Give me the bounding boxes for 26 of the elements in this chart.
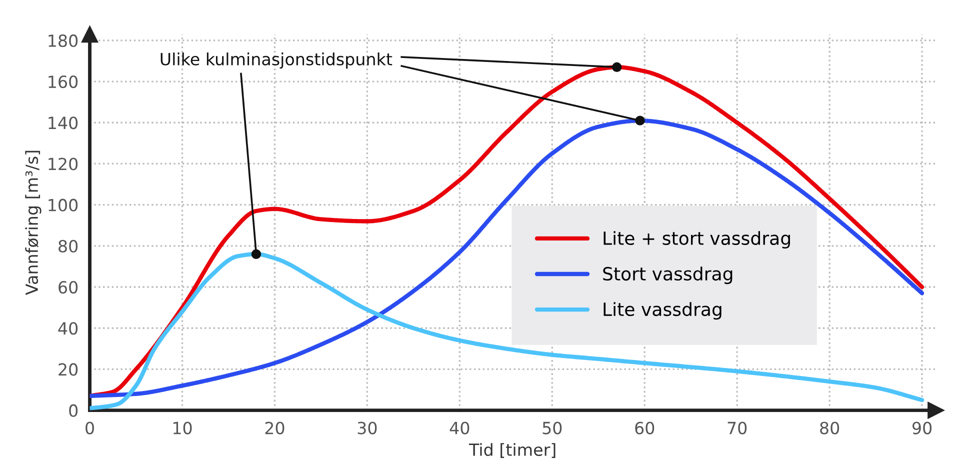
y-tick-label: 180 bbox=[48, 34, 78, 48]
x-tick-label: 10 bbox=[173, 422, 192, 434]
y-tick-label: 120 bbox=[48, 158, 78, 170]
x-tick-label: 90 bbox=[912, 422, 932, 434]
y-tick-label: 140 bbox=[48, 116, 78, 130]
y-tick-label: 80 bbox=[58, 240, 78, 252]
y-tick-label: 0 bbox=[69, 404, 78, 417]
annotation: Ulike kulminasjonstidspunkt bbox=[160, 52, 392, 69]
y-tick-label: 160 bbox=[48, 75, 78, 88]
y-tick-label: 60 bbox=[58, 280, 78, 294]
y-tick-label: 100 bbox=[48, 198, 78, 212]
x-tick-label: 50 bbox=[542, 422, 562, 434]
x-tick-label: 30 bbox=[358, 422, 377, 434]
x-tick-label: 60 bbox=[635, 422, 654, 434]
x-tick-label: 80 bbox=[820, 422, 840, 434]
y-axis-title: Vannføring [m³/s] bbox=[25, 150, 42, 295]
x-tick-label: 40 bbox=[450, 422, 470, 434]
x-axis-title: Tid [timer] bbox=[468, 443, 556, 458]
x-tick-label: 20 bbox=[265, 422, 284, 434]
y-tick-label: 20 bbox=[58, 363, 78, 376]
legend-label: Lite + stort vassdrag bbox=[604, 231, 790, 249]
x-tick-label: 70 bbox=[728, 422, 747, 434]
legend-label: Stort vassdrag bbox=[603, 266, 732, 284]
legend-label: Lite vassdrag bbox=[604, 302, 722, 320]
x-tick-label: 0 bbox=[86, 422, 94, 434]
y-tick-label: 40 bbox=[58, 322, 78, 335]
